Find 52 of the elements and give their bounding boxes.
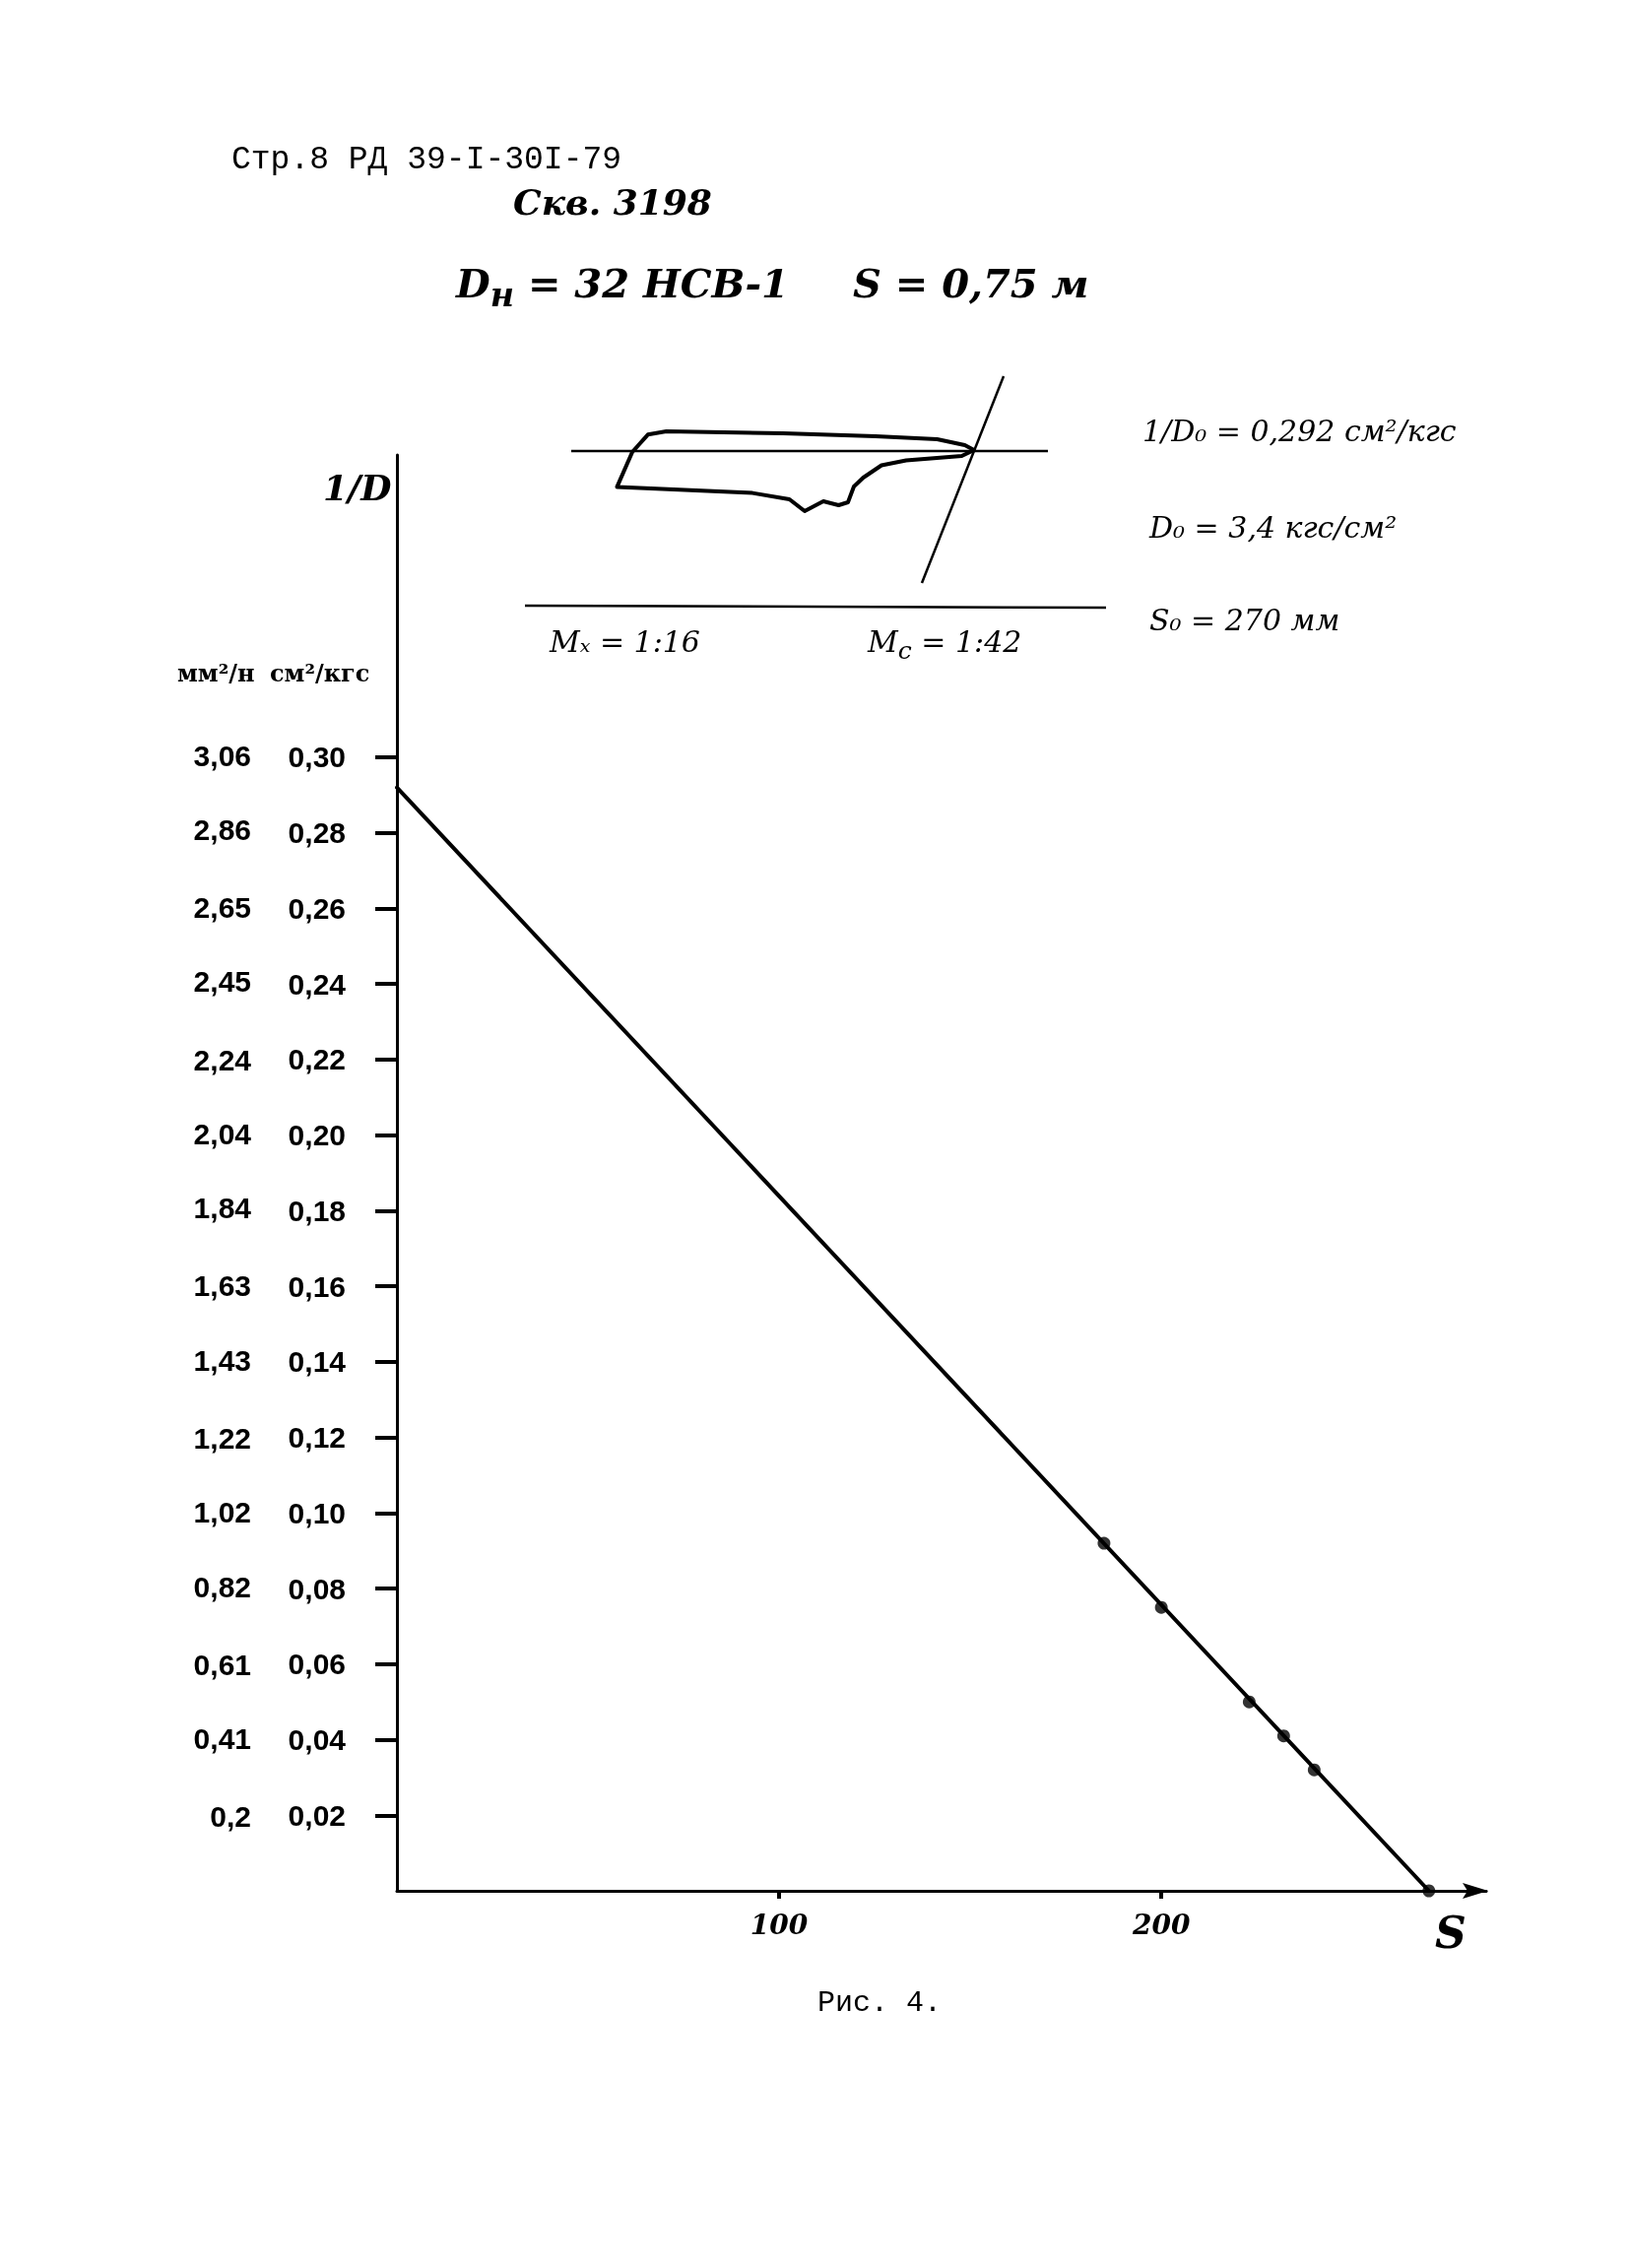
y-tick-label: 0,24 [288, 967, 347, 1001]
x-axis-title: S [1435, 1907, 1467, 1958]
point [1154, 1600, 1168, 1614]
y-tick-label: 0,28 [288, 816, 346, 850]
text: S = 0,75 м [853, 260, 1089, 307]
y2-tick-label: 0,41 [193, 1722, 251, 1756]
y2-tick-label: 1,43 [193, 1343, 251, 1377]
y-tick-label: 0,12 [288, 1421, 346, 1455]
point [1242, 1695, 1256, 1709]
text: 1/D₀ = 0,292 см²/кгс [1142, 414, 1457, 449]
y-tick-label: 0,16 [288, 1269, 346, 1303]
y-tick-label: 0,20 [288, 1119, 346, 1152]
y-tick-label: 0,18 [288, 1194, 346, 1227]
y2-tick-label: 2,86 [193, 813, 251, 847]
y-axis-title: см²/кгс [270, 659, 370, 688]
y2-tick-label: 1,84 [193, 1192, 252, 1225]
y-tick-label: 0,08 [288, 1572, 346, 1605]
y-tick-label: 0,14 [288, 1345, 347, 1379]
text: Стр.8 РД 39-I-30I-79 [231, 141, 622, 180]
y2-tick-label: 2,65 [193, 891, 251, 925]
x-tick-label: 100 [750, 1908, 809, 1941]
y2-tick-label: 2,24 [193, 1043, 252, 1076]
y2-tick-label: 0,2 [210, 1800, 251, 1834]
annotation: S₀ = 270 мм [1149, 603, 1340, 638]
chart-title: Скв. 3198 [513, 181, 712, 225]
y-tick-label: 0,26 [288, 891, 346, 925]
point [1276, 1729, 1290, 1743]
y2-tick-label: 2,45 [193, 965, 251, 999]
y-tick-label: 0,22 [288, 1043, 346, 1076]
y2-tick-label: 0,61 [193, 1648, 251, 1681]
x-tick-label: 200 [1131, 1908, 1191, 1941]
y2-tick-label: 3,06 [193, 739, 251, 772]
y2-tick-label: 1,63 [193, 1269, 251, 1303]
y-tick-label: 0,10 [288, 1496, 346, 1529]
y2-tick-label: 2,04 [193, 1117, 252, 1150]
y-tick-label: 0,02 [288, 1798, 346, 1832]
chart-subtitle: D$_{н}$ = 32 НСВ-1 [456, 260, 789, 315]
point [1097, 1536, 1111, 1550]
annotation: M$_{c}$ = 1:42 [868, 624, 1022, 666]
y-tick-label: 0,30 [288, 741, 346, 774]
y2-axis-title: мм²/н [177, 659, 255, 688]
y-tick-label: 0,06 [288, 1648, 346, 1681]
annotation: Mₓ = 1:16 [550, 624, 700, 660]
y2-tick-label: 1,22 [193, 1421, 251, 1455]
point [1307, 1763, 1321, 1777]
y2-tick-label: 0,82 [193, 1570, 251, 1603]
annotation: D₀ = 3,4 кгс/см² [1149, 510, 1398, 546]
y2-tick-label: 1,02 [193, 1496, 251, 1529]
text: 1/D [323, 467, 392, 510]
point [1422, 1884, 1436, 1898]
y-tick-label: 0,04 [288, 1723, 347, 1757]
text: Рис. 4. [817, 1985, 943, 2021]
